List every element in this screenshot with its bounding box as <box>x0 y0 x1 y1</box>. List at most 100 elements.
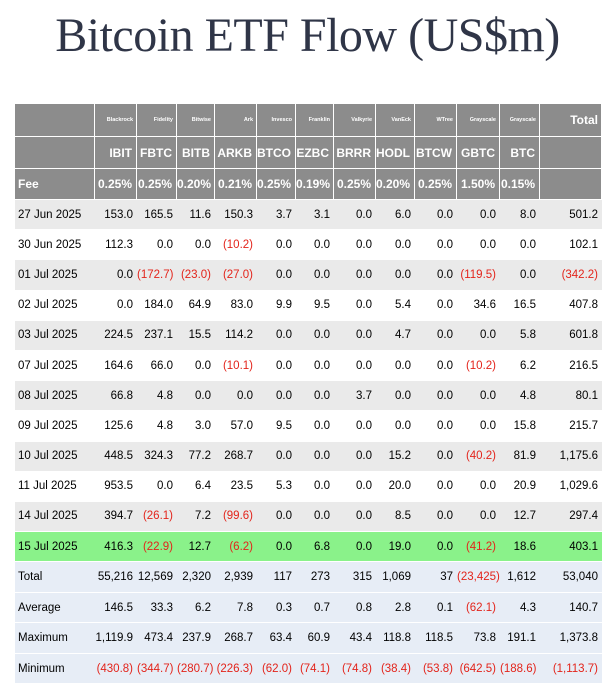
table-row: 27 Jun 2025 153.0 165.5 11.6 150.3 3.7 3.1 0.0 6… <box>15 200 602 231</box>
flow-value: 0.0 <box>334 320 376 351</box>
flow-value: 125.6 <box>95 411 137 442</box>
flow-value: 237.1 <box>137 320 177 351</box>
table-row: 07 Jul 2025 164.6 66.0 0.0 (10.1) 0.0 0.0 0.0 0.… <box>15 350 602 382</box>
row-date: 14 Jul 2025 <box>15 501 95 533</box>
table-row: 02 Jul 2025 0.0 184.0 64.9 83.0 9.9 9.5 0.0 5.4 0… <box>15 290 602 321</box>
flow-value: 0.0 <box>457 411 500 442</box>
flow-value: 12.7 <box>177 532 215 563</box>
flow-value: 0.0 <box>376 260 415 291</box>
flow-value: 8.5 <box>376 501 415 533</box>
stat-value: 43.4 <box>334 623 376 654</box>
stat-value: (188.6) <box>500 653 540 685</box>
row-date: 01 Jul 2025 <box>15 260 95 291</box>
ticker-header-row: IBIT FBTC BITB ARKB BTCO EZBC BRRR HODL BTCW GBTC… <box>15 137 602 169</box>
stat-value: 0.3 <box>257 592 296 624</box>
flow-value: 0.0 <box>415 230 457 261</box>
ticker-header: HODL <box>376 137 415 169</box>
flow-value: 0.0 <box>376 230 415 261</box>
issuer-header: WTree <box>415 104 457 137</box>
ticker-total-blank <box>540 137 602 169</box>
flow-value: 8.0 <box>500 200 540 231</box>
flow-value: 20.9 <box>500 471 540 502</box>
flow-value: 0.0 <box>376 411 415 442</box>
flow-value: 5.3 <box>257 471 296 502</box>
flow-value: 0.0 <box>415 260 457 291</box>
row-total: 1,029.6 <box>540 471 602 502</box>
stat-value: 0.7 <box>296 592 334 624</box>
flow-value: 0.0 <box>334 501 376 533</box>
stat-value: 12,569 <box>137 562 177 593</box>
flow-value: 150.3 <box>215 200 257 231</box>
ticker-blank-cell <box>15 137 95 169</box>
flow-value: 0.0 <box>457 471 500 502</box>
flow-value: 0.0 <box>257 441 296 472</box>
stat-value: (38.4) <box>376 653 415 685</box>
row-total: 601.8 <box>540 320 602 351</box>
ticker-header: ARKB <box>215 137 257 169</box>
row-total: (342.2) <box>540 260 602 291</box>
stat-value: 33.3 <box>137 592 177 624</box>
flow-value: 0.0 <box>415 501 457 533</box>
flow-value: 0.0 <box>296 381 334 412</box>
page-title: Bitcoin ETF Flow (US$m) <box>55 9 560 62</box>
flow-value: 0.0 <box>296 441 334 472</box>
flow-value: 114.2 <box>215 320 257 351</box>
flow-value: (40.2) <box>457 441 500 472</box>
stat-value: 1,069 <box>376 562 415 593</box>
flow-value: 83.0 <box>215 290 257 321</box>
flow-value: 6.4 <box>177 471 215 502</box>
stat-value: 63.4 <box>257 623 296 654</box>
stat-label: Minimum <box>15 653 95 685</box>
flow-value: 0.0 <box>334 260 376 291</box>
stat-row-maximum: Maximum 1,119.9 473.4 237.9 268.7 63.4 60.9 43.… <box>15 623 602 654</box>
flow-value: 0.0 <box>334 532 376 563</box>
table-row: 01 Jul 2025 0.0 (172.7) (23.0) (27.0) 0.0 0.0 0… <box>15 260 602 291</box>
flow-value: 0.0 <box>95 290 137 321</box>
stat-value: 146.5 <box>95 592 137 624</box>
stat-total: 1,373.8 <box>540 623 602 654</box>
flow-value: 0.0 <box>177 350 215 382</box>
flow-value: 11.6 <box>177 200 215 231</box>
row-total: 403.1 <box>540 532 602 563</box>
stat-value: 473.4 <box>137 623 177 654</box>
flow-value: 0.0 <box>415 350 457 382</box>
flow-value: 3.7 <box>257 200 296 231</box>
flow-value: 0.0 <box>137 471 177 502</box>
stat-label: Average <box>15 592 95 624</box>
issuer-header: Fidelity <box>137 104 177 137</box>
issuer-header: Invesco <box>257 104 296 137</box>
fee-value: 0.21% <box>215 169 257 200</box>
flow-value: 15.5 <box>177 320 215 351</box>
flow-value: 153.0 <box>95 200 137 231</box>
flow-value: 0.0 <box>95 260 137 291</box>
flow-value: 23.5 <box>215 471 257 502</box>
flow-value: 3.0 <box>177 411 215 442</box>
flow-value: 66.0 <box>137 350 177 382</box>
flow-value: 184.0 <box>137 290 177 321</box>
stat-value: (74.1) <box>296 653 334 685</box>
flow-value: 0.0 <box>457 200 500 231</box>
stat-value: 37 <box>415 562 457 593</box>
flow-value: 7.2 <box>177 501 215 533</box>
flow-value: 9.9 <box>257 290 296 321</box>
flow-value: 0.0 <box>334 200 376 231</box>
header-blank-cell <box>15 104 95 137</box>
flow-value: 0.0 <box>334 290 376 321</box>
flow-value: 0.0 <box>257 381 296 412</box>
ticker-header: BTCW <box>415 137 457 169</box>
flow-value: 0.0 <box>376 350 415 382</box>
stat-value: 60.9 <box>296 623 334 654</box>
stat-value: 4.3 <box>500 592 540 624</box>
flow-value: 0.0 <box>415 290 457 321</box>
table-row: 30 Jun 2025 112.3 0.0 0.0 (10.2) 0.0 0.0 0.0 0.0… <box>15 230 602 261</box>
row-date: 27 Jun 2025 <box>15 200 95 231</box>
flow-value: 394.7 <box>95 501 137 533</box>
ticker-header: EZBC <box>296 137 334 169</box>
issuer-header: Grayscale <box>457 104 500 137</box>
stat-total: 140.7 <box>540 592 602 624</box>
stat-value: 0.1 <box>415 592 457 624</box>
flow-value: 164.6 <box>95 350 137 382</box>
flow-value: 6.0 <box>376 200 415 231</box>
flow-value: 0.0 <box>415 200 457 231</box>
stat-value: 2,320 <box>177 562 215 593</box>
